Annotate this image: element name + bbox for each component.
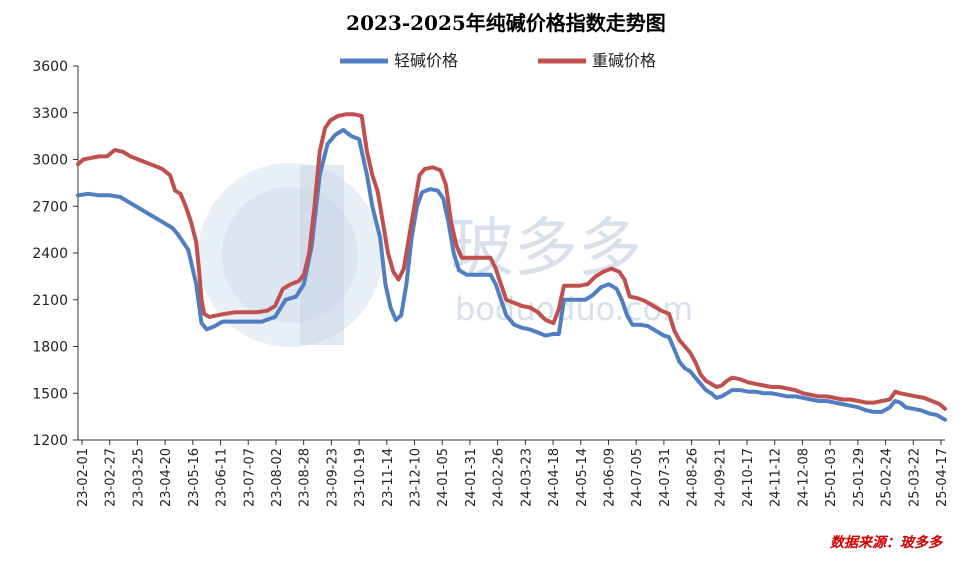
series-line-light-soda	[76, 127, 947, 422]
series-line-heavy-soda	[76, 112, 947, 411]
legend: 轻碱价格 重碱价格	[340, 51, 656, 70]
brand-watermark: 玻多多 boduoduo.com	[198, 163, 693, 347]
y-tick-label: 2100	[32, 293, 68, 309]
y-tick-label: 1500	[32, 386, 68, 402]
x-tick-label: 24-03-23	[519, 448, 534, 507]
x-tick-label: 23-02-01	[76, 448, 91, 507]
data-source-note: 数据来源：玻多多	[830, 534, 943, 551]
x-tick-label: 24-11-12	[769, 448, 784, 507]
x-tick-label: 23-05-16	[187, 448, 202, 507]
x-tick-label: 24-10-17	[741, 448, 756, 507]
y-tick-label: 3600	[32, 59, 68, 75]
x-tick-label: 24-07-31	[658, 448, 673, 507]
x-tick-label: 23-10-19	[353, 448, 368, 507]
x-tick-label: 25-03-22	[907, 448, 922, 507]
x-tick-label: 23-03-25	[131, 448, 146, 507]
x-tick-label: 24-08-26	[686, 448, 701, 507]
y-tick-label: 1200	[32, 433, 68, 449]
x-tick-label: 25-02-24	[880, 448, 895, 507]
x-tick-label: 25-04-17	[935, 448, 950, 507]
x-tick-label: 24-01-05	[436, 448, 451, 507]
x-tick-label: 25-01-03	[824, 448, 839, 507]
y-axis-ticks: 1200 1500 1800 2100 2400 2700 3000 3300 3600	[32, 59, 78, 449]
x-tick-label: 23-11-14	[381, 448, 396, 507]
x-tick-label: 24-09-21	[713, 448, 728, 507]
x-tick-label: 24-01-31	[464, 448, 479, 507]
y-tick-label: 2400	[32, 246, 68, 262]
x-axis-ticks: 23-02-01 23-02-27 23-03-25 23-04-20 23-05-16…	[76, 440, 950, 507]
x-tick-label: 23-02-27	[104, 448, 119, 507]
legend-label-light-soda: 轻碱价格	[394, 51, 458, 70]
x-tick-label: 24-04-18	[547, 448, 562, 507]
x-tick-label: 24-02-26	[492, 448, 507, 507]
x-tick-label: 23-08-02	[270, 448, 285, 507]
x-tick-label: 25-01-29	[852, 448, 867, 507]
x-tick-label: 24-05-14	[575, 448, 590, 507]
x-tick-label: 24-06-09	[602, 448, 617, 507]
y-tick-label: 1800	[32, 340, 68, 356]
x-tick-label: 23-09-23	[325, 448, 340, 507]
series-lines	[76, 112, 947, 422]
x-tick-label: 24-07-05	[630, 448, 645, 507]
x-tick-label: 23-07-07	[242, 448, 257, 507]
y-tick-label: 2700	[32, 199, 68, 215]
x-tick-label: 24-12-08	[796, 448, 811, 507]
watermark-site: boduoduo.com	[455, 290, 693, 328]
x-tick-label: 23-06-11	[215, 448, 230, 507]
x-tick-label: 23-08-28	[298, 448, 313, 507]
y-tick-label: 3000	[32, 153, 68, 169]
x-tick-label: 23-04-20	[159, 448, 174, 507]
legend-label-heavy-soda: 重碱价格	[592, 51, 656, 70]
chart-title: 2023-2025年纯碱价格指数走势图	[346, 11, 666, 35]
y-tick-label: 3300	[32, 106, 68, 122]
x-tick-label: 23-12-10	[409, 448, 424, 507]
